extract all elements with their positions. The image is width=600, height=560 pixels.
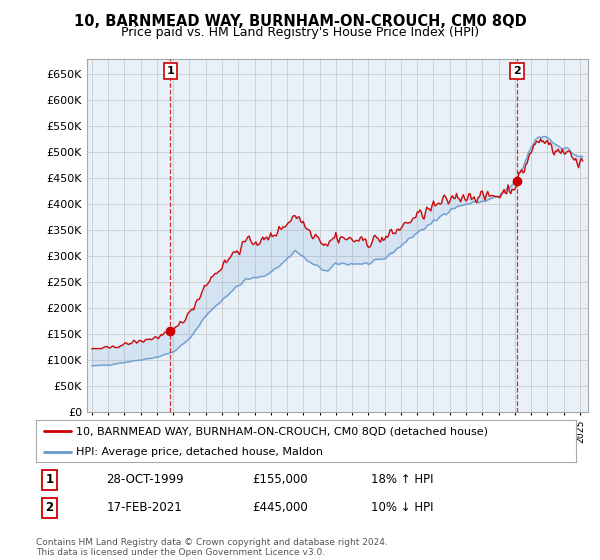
Text: Price paid vs. HM Land Registry's House Price Index (HPI): Price paid vs. HM Land Registry's House … bbox=[121, 26, 479, 39]
Text: 2: 2 bbox=[513, 66, 521, 76]
Text: £445,000: £445,000 bbox=[252, 501, 308, 515]
Text: 28-OCT-1999: 28-OCT-1999 bbox=[106, 473, 184, 487]
Text: 10, BARNMEAD WAY, BURNHAM-ON-CROUCH, CM0 8QD: 10, BARNMEAD WAY, BURNHAM-ON-CROUCH, CM0… bbox=[74, 14, 526, 29]
Text: 1: 1 bbox=[167, 66, 175, 76]
Text: £155,000: £155,000 bbox=[252, 473, 308, 487]
Text: HPI: Average price, detached house, Maldon: HPI: Average price, detached house, Mald… bbox=[77, 447, 323, 458]
Text: 1: 1 bbox=[46, 473, 53, 487]
Text: 18% ↑ HPI: 18% ↑ HPI bbox=[371, 473, 433, 487]
Text: 10, BARNMEAD WAY, BURNHAM-ON-CROUCH, CM0 8QD (detached house): 10, BARNMEAD WAY, BURNHAM-ON-CROUCH, CM0… bbox=[77, 426, 488, 436]
Text: Contains HM Land Registry data © Crown copyright and database right 2024.
This d: Contains HM Land Registry data © Crown c… bbox=[36, 538, 388, 557]
Text: 2: 2 bbox=[46, 501, 53, 515]
Text: 17-FEB-2021: 17-FEB-2021 bbox=[106, 501, 182, 515]
Text: 10% ↓ HPI: 10% ↓ HPI bbox=[371, 501, 433, 515]
